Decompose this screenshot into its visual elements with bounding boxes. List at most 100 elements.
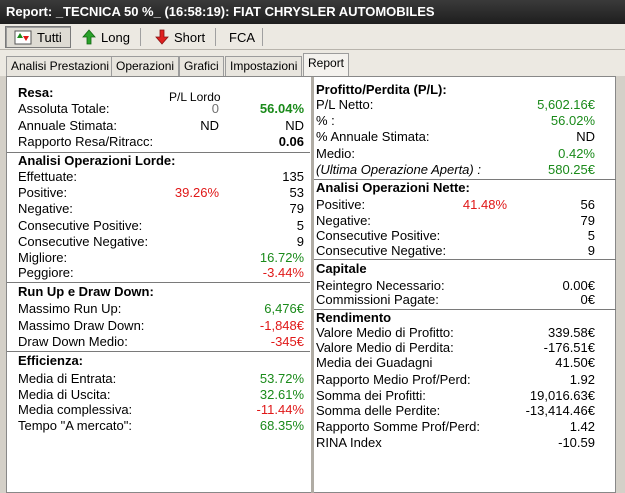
resa-mid: 0 — [211, 101, 219, 116]
lorde-value: 53 — [289, 185, 304, 200]
capitale-label: Reintegro Necessario: — [316, 278, 445, 293]
rendimento-value: 1.92 — [569, 372, 595, 387]
efficienza-label: Media complessiva: — [18, 402, 133, 417]
rendimento-value: 339.58€ — [548, 325, 595, 340]
pl-value: 580.25€ — [548, 162, 595, 177]
lorde-label: Consecutive Positive: — [18, 218, 143, 233]
toolbar-separator — [140, 28, 141, 46]
long-button[interactable]: Long — [73, 26, 139, 48]
section-title-pl: Profitto/Perdita (P/L): — [316, 82, 447, 97]
tab-grafici[interactable]: Grafici — [179, 56, 224, 76]
all-trades-button[interactable]: Tutti — [5, 26, 71, 48]
nette-label: Positive: — [316, 197, 366, 212]
lorde-label: Migliore: — [18, 250, 68, 265]
rendimento-label: Valore Medio di Perdita: — [316, 340, 454, 355]
runup-label: Draw Down Medio: — [18, 334, 128, 349]
tab-analisi-prestazioni[interactable]: Analisi Prestazioni — [6, 56, 115, 76]
nette-label: Negative: — [316, 213, 371, 228]
runup-value: -345€ — [270, 334, 304, 349]
tab-bar: Analisi Prestazioni Operazioni Grafici I… — [0, 50, 625, 76]
short-label: Short — [174, 29, 206, 45]
efficienza-label: Media di Uscita: — [18, 387, 111, 402]
window-title: Report: _TECNICA 50 %_ (16:58:19): FIAT … — [6, 4, 435, 19]
efficienza-label: Tempo "A mercato": — [18, 418, 132, 433]
efficienza-value: 68.35% — [259, 418, 304, 433]
rendimento-value: 41.50€ — [555, 355, 595, 370]
section-title-runup: Run Up e Draw Down: — [18, 284, 154, 299]
all-trades-label: Tutti — [37, 29, 62, 45]
capitale-value: 0€ — [580, 292, 595, 307]
lorde-value: 5 — [296, 218, 304, 233]
section-divider — [7, 152, 310, 153]
lorde-value: 79 — [289, 201, 304, 216]
nette-value: 9 — [587, 243, 595, 258]
section-title-capitale: Capitale — [316, 261, 367, 276]
efficienza-value: -11.44% — [256, 402, 304, 417]
arrow-down-icon — [155, 29, 169, 45]
all-trades-icon — [14, 30, 32, 45]
nette-label: Consecutive Negative: — [316, 243, 447, 258]
tab-impostazioni[interactable]: Impostazioni — [225, 56, 303, 76]
pl-value: 56.02% — [550, 113, 595, 128]
section-divider — [314, 179, 616, 180]
section-title-resa: Resa: — [18, 85, 54, 100]
nette-value: 79 — [580, 213, 595, 228]
symbol-button[interactable]: FCA — [220, 26, 264, 48]
rendimento-label: Rapporto Somme Prof/Perd: — [316, 419, 481, 434]
resa-label: Annuale Stimata: — [18, 118, 118, 133]
section-divider — [7, 351, 310, 352]
pl-value: 5,602.16€ — [537, 97, 595, 112]
rendimento-label: Valore Medio di Profitto: — [316, 325, 454, 340]
section-title-efficienza: Efficienza: — [18, 353, 84, 368]
capitale-label: Commissioni Pagate: — [316, 292, 439, 307]
lorde-value: 9 — [296, 234, 304, 249]
long-label: Long — [101, 29, 130, 45]
section-divider — [7, 282, 310, 283]
nette-mid: 41.48% — [462, 197, 507, 212]
tab-report[interactable]: Report — [303, 53, 350, 76]
rendimento-label: Somma dei Profitti: — [316, 388, 426, 403]
lorde-mid: 39.26% — [174, 185, 219, 200]
resa-label: Assoluta Totale: — [18, 101, 110, 116]
runup-label: Massimo Run Up: — [18, 301, 122, 316]
lorde-value: 135 — [282, 169, 304, 184]
rendimento-value: 19,016.63€ — [529, 388, 595, 403]
resa-value: 56.04% — [259, 101, 304, 116]
resa-mid: ND — [200, 118, 219, 133]
efficienza-label: Media di Entrata: — [18, 371, 117, 386]
rendimento-value: 1.42 — [569, 419, 595, 434]
tab-operazioni[interactable]: Operazioni — [111, 56, 180, 76]
resa-label: Rapporto Resa/Ritracc: — [18, 134, 154, 149]
rendimento-value: -13,414.46€ — [525, 403, 595, 418]
rendimento-value: -10.59 — [558, 435, 595, 450]
pl-label: % : — [316, 113, 335, 128]
section-divider — [314, 259, 616, 260]
efficienza-value: 32.61% — [259, 387, 304, 402]
rendimento-label: Somma delle Perdite: — [316, 403, 441, 418]
rendimento-label: RINA Index — [316, 435, 382, 450]
lorde-value: 16.72% — [259, 250, 304, 265]
pl-label: % Annuale Stimata: — [316, 129, 430, 144]
nette-label: Consecutive Positive: — [316, 228, 441, 243]
lorde-label: Effettuate: — [18, 169, 78, 184]
runup-value: -1,848€ — [259, 318, 304, 333]
rendimento-value: -176.51€ — [543, 340, 595, 355]
report-panel: Resa: P/L Lordo Assoluta Totale: 0 56.04… — [6, 76, 616, 493]
resa-value: 0.06 — [278, 134, 304, 149]
symbol-label: FCA — [229, 29, 255, 45]
resa-value: ND — [285, 118, 304, 133]
nette-value: 5 — [587, 228, 595, 243]
short-button[interactable]: Short — [146, 26, 214, 48]
capitale-value: 0.00€ — [562, 278, 595, 293]
column-divider — [311, 77, 314, 493]
toolbar-separator — [215, 28, 216, 46]
lorde-value: -3.44% — [262, 265, 304, 280]
toolbar: Tutti Long Short FCA — [0, 24, 625, 50]
runup-label: Massimo Draw Down: — [18, 318, 145, 333]
window-title-bar: Report: _TECNICA 50 %_ (16:58:19): FIAT … — [0, 0, 625, 24]
section-title-nette: Analisi Operazioni Nette: — [316, 180, 470, 195]
rendimento-label: Rapporto Medio Prof/Perd: — [316, 372, 471, 387]
lorde-label: Negative: — [18, 201, 73, 216]
pl-label: Medio: — [316, 146, 356, 161]
section-divider — [314, 309, 616, 310]
